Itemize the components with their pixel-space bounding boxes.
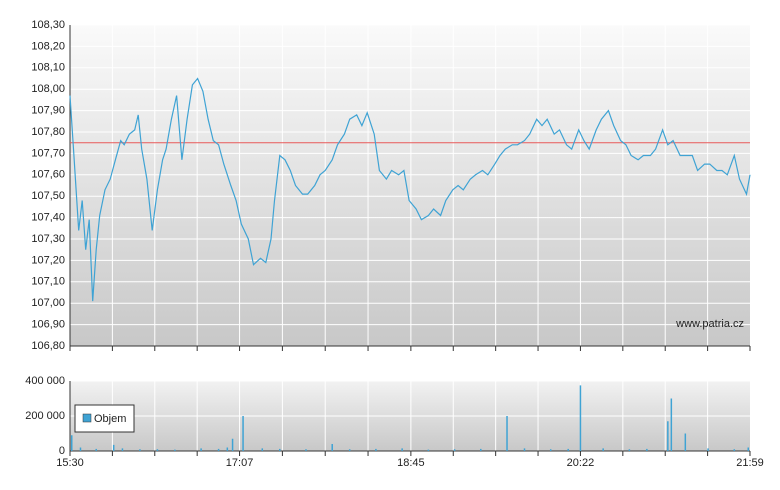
volume-bar xyxy=(506,416,508,451)
volume-bar xyxy=(549,449,552,451)
x-tick-label: 21:59 xyxy=(736,457,764,469)
volume-bar xyxy=(139,449,141,451)
y-tick-label: 0 xyxy=(59,445,65,457)
x-tick-label: 17:07 xyxy=(226,457,254,469)
price-line xyxy=(69,77,751,302)
y-tick-label: 108,20 xyxy=(31,40,65,52)
volume-bar xyxy=(670,398,673,451)
y-tick-label: 108,00 xyxy=(31,83,65,95)
y-tick-label: 107,40 xyxy=(31,212,65,224)
y-tick-label: 106,90 xyxy=(31,319,65,331)
volume-bar xyxy=(217,448,220,451)
volume-bar xyxy=(747,447,750,451)
y-tick-label: 108,30 xyxy=(31,19,65,31)
legend-label: Objem xyxy=(94,413,126,425)
volume-bar xyxy=(279,448,281,451)
y-tick-label: 107,70 xyxy=(31,147,65,159)
volume-bar xyxy=(305,449,307,451)
volume-bar xyxy=(667,421,669,451)
y-tick-label: 107,20 xyxy=(31,254,65,266)
y-tick-label: 107,50 xyxy=(31,190,65,202)
y-tick-label: 107,00 xyxy=(31,297,65,309)
y-tick-label: 400 000 xyxy=(25,375,65,387)
volume-bar xyxy=(112,444,115,451)
volume-bar xyxy=(602,448,604,451)
x-tick-label: 18:45 xyxy=(397,457,425,469)
y-tick-label: 107,60 xyxy=(31,169,65,181)
volume-bar xyxy=(79,447,82,451)
y-tick-label: 107,30 xyxy=(31,233,65,245)
volume-bar xyxy=(480,448,482,451)
volume-bar xyxy=(579,385,582,451)
volume-bar xyxy=(646,448,648,451)
volume-bar xyxy=(95,448,97,451)
y-tick-label: 108,10 xyxy=(31,62,65,74)
volume-bar xyxy=(261,448,264,451)
volume-bar xyxy=(174,449,176,451)
x-tick-label: 20:22 xyxy=(567,457,595,469)
legend-box xyxy=(74,404,135,433)
legend-swatch xyxy=(82,413,92,423)
y-tick-label: 200 000 xyxy=(25,410,65,422)
volume-bar xyxy=(348,449,351,451)
volume-bar xyxy=(628,449,631,451)
volume-bar xyxy=(523,448,526,451)
volume-bar xyxy=(427,449,430,451)
volume-bar xyxy=(375,448,377,451)
volume-bar xyxy=(200,448,202,451)
volume-bar xyxy=(231,438,234,451)
volume-bar xyxy=(156,449,159,451)
volume-bar xyxy=(733,449,736,451)
volume-bar xyxy=(707,448,709,451)
y-tick-label: 106,80 xyxy=(31,340,65,352)
volume-bar xyxy=(226,447,229,451)
y-tick-label: 107,90 xyxy=(31,105,65,117)
volume-bar xyxy=(401,448,403,451)
volume-bar xyxy=(70,435,73,451)
volume-bar xyxy=(453,449,456,451)
volume-bar xyxy=(121,448,124,451)
price-plot-area xyxy=(70,25,750,346)
y-tick-label: 107,80 xyxy=(31,126,65,138)
x-tick-label: 15:30 xyxy=(56,457,84,469)
volume-bar xyxy=(567,448,569,451)
volume-bar xyxy=(331,444,333,451)
y-tick-label: 107,10 xyxy=(31,276,65,288)
watermark: www.patria.cz xyxy=(675,318,744,330)
volume-bar xyxy=(242,416,244,451)
volume-bar xyxy=(684,433,687,451)
